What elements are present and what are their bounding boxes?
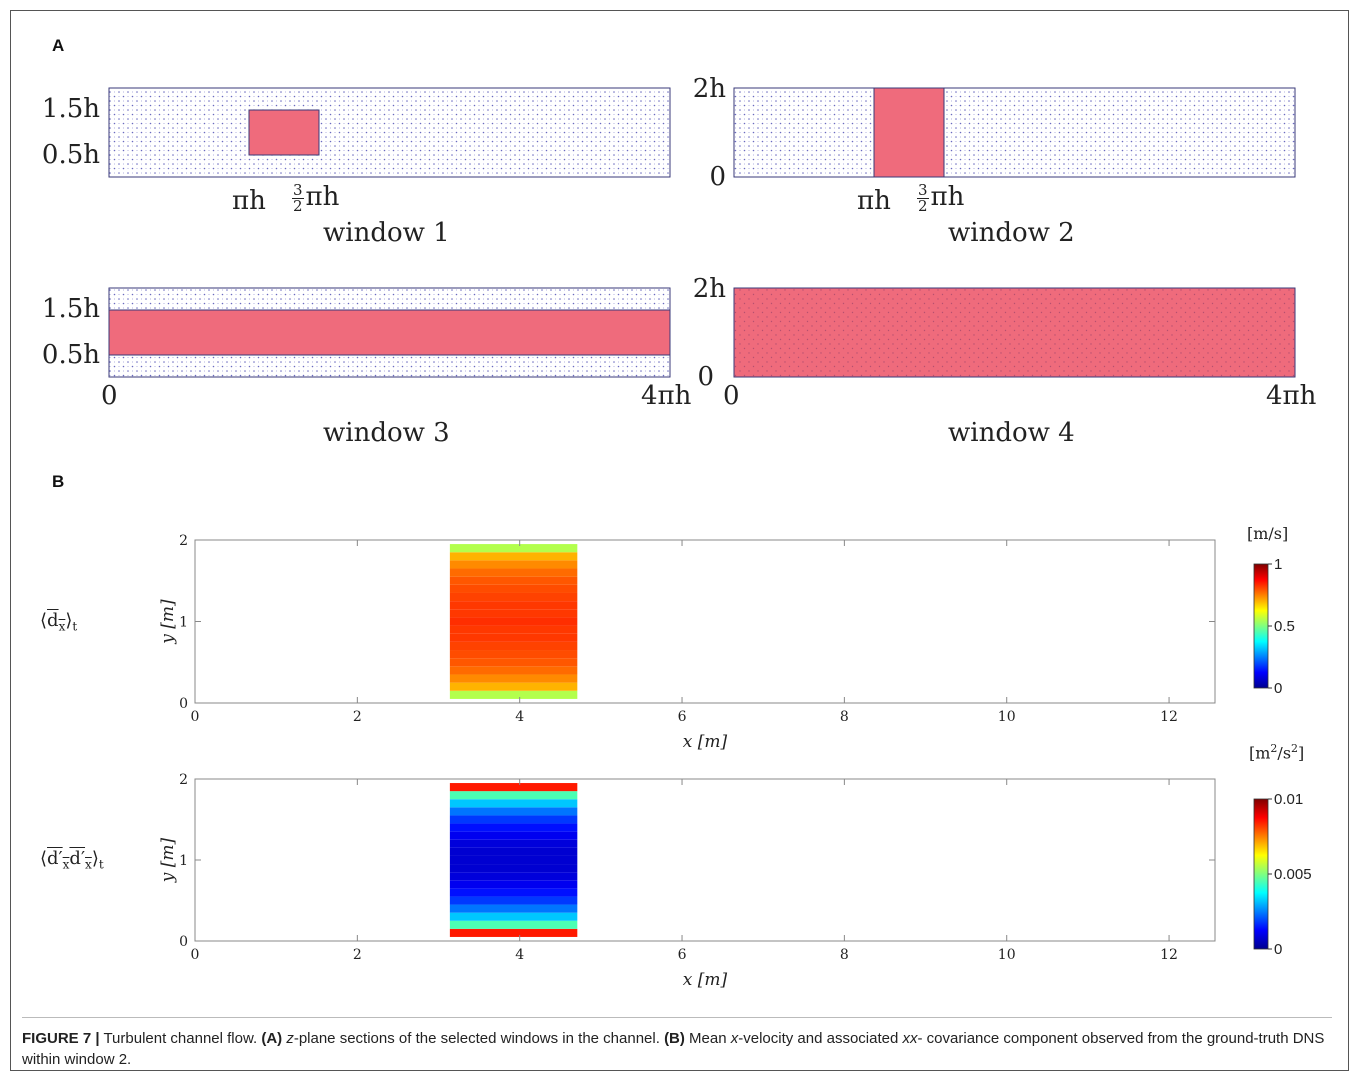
window-2-highlight [873,87,945,178]
window-3-caption: window 3 [323,418,450,448]
window-3-xlabel-left: 0 [101,381,118,411]
panel-a-diagram [108,87,1296,378]
window-4-highlight [733,287,1296,378]
window-2-xlabel-right: 3 2 πh [917,180,965,215]
window-3-ylabel-top: 1.5h [41,294,100,324]
caption-label: FIGURE 7 | [22,1030,100,1047]
window-4-ylabel-top: 2h [692,274,726,304]
window-1-box [108,87,671,178]
window-1-xlabel-left: πh [232,186,266,216]
window-2-ylabel-bottom: 0 [709,162,726,192]
window-3-ylabel-bottom: 0.5h [41,340,100,370]
plot-1-colorbar-unit: [m/s] [1247,524,1289,543]
window-2-xlabel-left: πh [857,186,891,216]
plot-1-row-label: ⟨dx⟩t [40,610,78,634]
plot-2-row-label: ⟨d′xd′x⟩t [40,848,104,872]
window-1-highlight [248,109,320,156]
window-3-box [108,287,671,378]
window-2-box [733,87,1296,178]
plot-2-colorbar-unit: [m2/s2] [1249,742,1305,763]
window-4-xlabel-right: 4πh [1266,381,1317,411]
panel-a-letter: A [52,36,65,55]
window-3-highlight [108,309,671,356]
figure-caption: FIGURE 7 | Turbulent channel flow. (A) z… [22,1030,1325,1068]
window-2-ylabel-top: 2h [692,74,726,104]
panel-b-letter: B [52,472,65,491]
window-2-caption: window 2 [948,218,1075,248]
window-3-xlabel-right: 4πh [641,381,692,411]
figure-frame [10,10,1349,1071]
window-4-box [733,287,1296,378]
window-1-xlabel-right: 3 2 πh [292,180,340,215]
window-4-caption: window 4 [948,418,1075,448]
window-4-ylabel-bottom: 0 [697,362,714,392]
window-1-ylabel-top: 1.5h [41,94,100,124]
caption-separator [22,1017,1332,1018]
window-1-caption: window 1 [323,218,450,248]
window-4-xlabel-left: 0 [723,381,740,411]
window-1-ylabel-bottom: 0.5h [41,140,100,170]
